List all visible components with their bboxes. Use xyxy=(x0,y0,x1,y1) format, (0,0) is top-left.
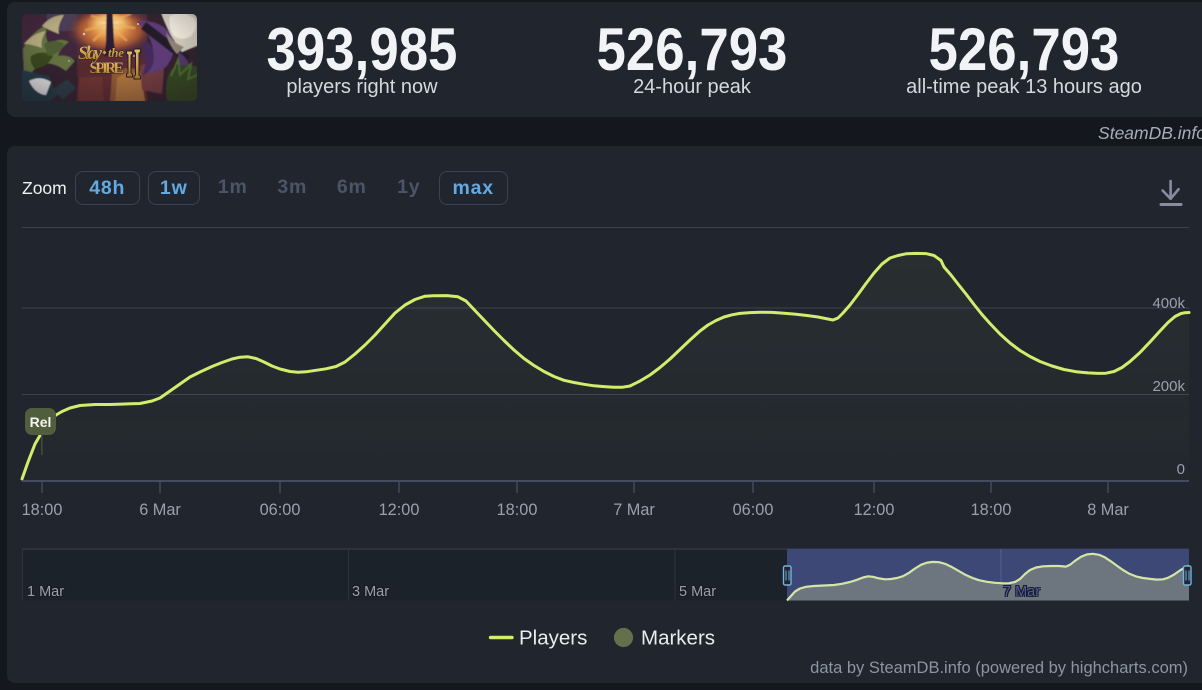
svg-text:Rel: Rel xyxy=(30,414,52,430)
svg-text:Players: Players xyxy=(519,627,587,650)
svg-text:Markers: Markers xyxy=(641,627,715,650)
svg-text:the: the xyxy=(108,45,124,60)
svg-text:Slay: Slay xyxy=(78,43,103,64)
svg-text:SPIRE: SPIRE xyxy=(90,60,125,77)
